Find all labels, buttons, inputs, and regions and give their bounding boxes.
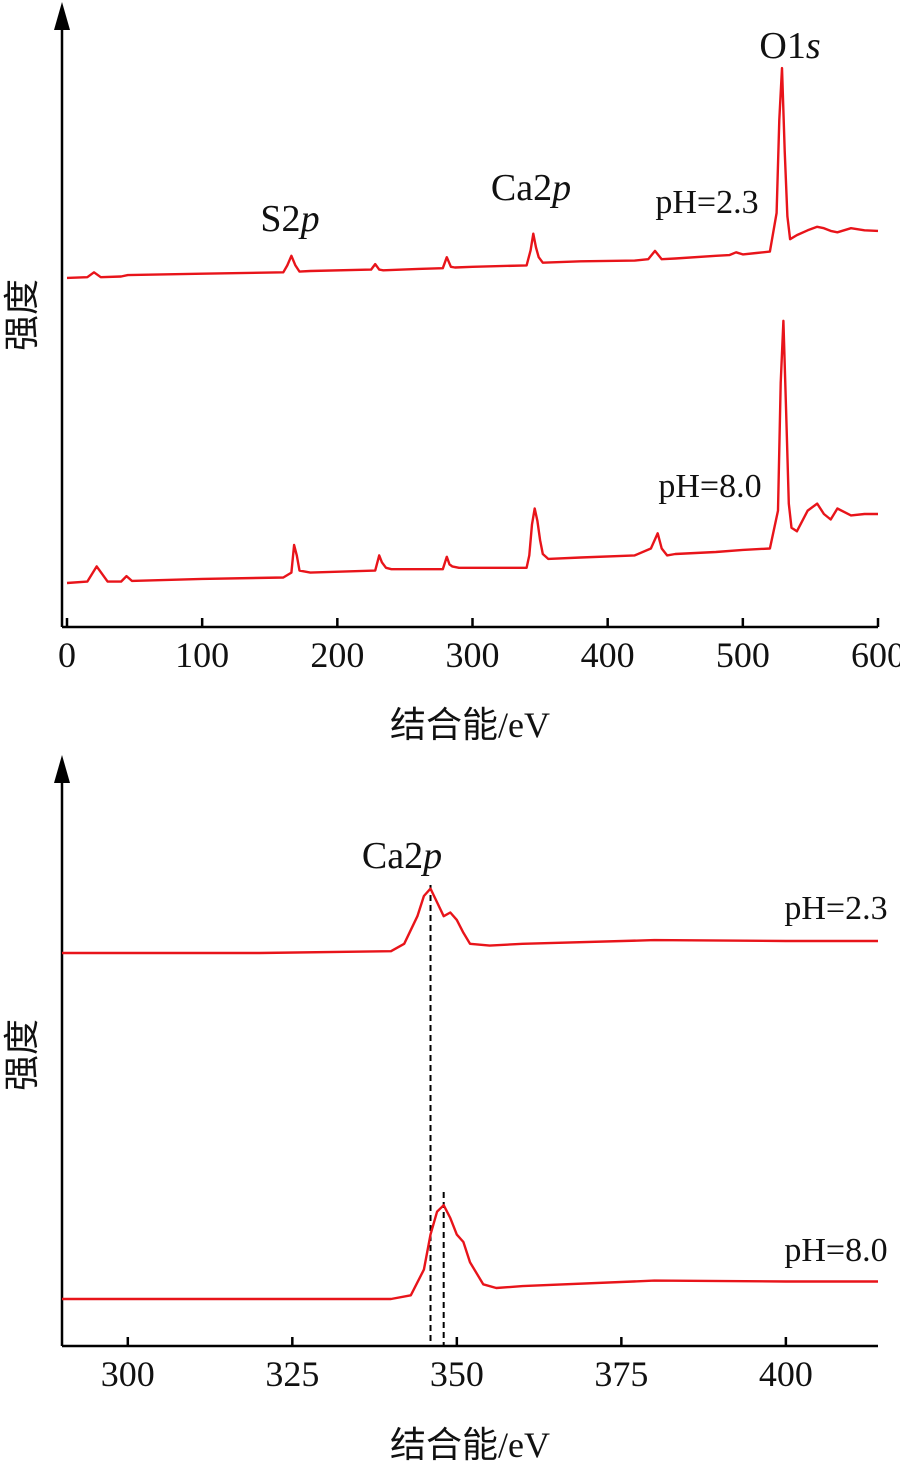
series-label-ph-8-0: pH=8.0 <box>784 1232 887 1269</box>
y-axis-label: 强度 <box>2 279 42 351</box>
x-ticks: 0 100 200 300 400 500 600 <box>58 618 900 675</box>
x-tick-label-350: 350 <box>430 1354 484 1394</box>
x-tick-label-200: 200 <box>310 635 364 675</box>
spectra <box>62 887 878 1301</box>
x-tick-label-325: 325 <box>265 1354 319 1394</box>
ca2p-peak-label: Ca2p <box>362 835 442 877</box>
x-ticks: 300 325 350 375 400 <box>101 1337 813 1394</box>
series-label-ph-2-3: pH=2.3 <box>655 184 758 221</box>
series-line-ph-8-0 <box>62 1204 878 1301</box>
series-label-ph-8-0: pH=8.0 <box>658 468 761 505</box>
x-tick-label-400: 400 <box>759 1354 813 1394</box>
x-tick-label-500: 500 <box>716 635 770 675</box>
spectra <box>66 66 879 585</box>
y-axis-arrowhead <box>54 2 70 30</box>
y-axis-label: 强度 <box>2 1019 42 1091</box>
ca2p-peak-label: Ca2p <box>491 167 571 209</box>
o1s-peak-label: O1s <box>759 25 820 67</box>
x-tick-label-100: 100 <box>175 635 229 675</box>
x-tick-label-300: 300 <box>446 635 500 675</box>
s2p-peak-label: S2p <box>260 198 319 240</box>
x-tick-label-400: 400 <box>581 635 635 675</box>
x-tick-label-375: 375 <box>594 1354 648 1394</box>
series-line-ph-2-3 <box>66 66 879 280</box>
series-line-ph-2-3 <box>62 887 878 955</box>
series-label-ph-2-3: pH=2.3 <box>784 890 887 927</box>
ca2p-chart: 300 325 350 375 400 强度 结合能/eV Ca2p pH=2.3 pH… <box>2 755 888 1465</box>
series-line-ph-8-0 <box>66 319 878 585</box>
x-axis-label: 结合能/eV <box>390 1425 550 1465</box>
y-axis-arrowhead <box>54 755 70 783</box>
x-tick-label-600: 600 <box>851 635 900 675</box>
peak-reference-lines <box>429 885 445 1346</box>
x-axis-label: 结合能/eV <box>390 705 550 745</box>
x-tick-label-0: 0 <box>58 635 76 675</box>
survey-chart: 0 100 200 300 400 500 600 强度 结合能/eV S2p Ca2p O… <box>2 2 900 745</box>
x-tick-label-300: 300 <box>101 1354 155 1394</box>
